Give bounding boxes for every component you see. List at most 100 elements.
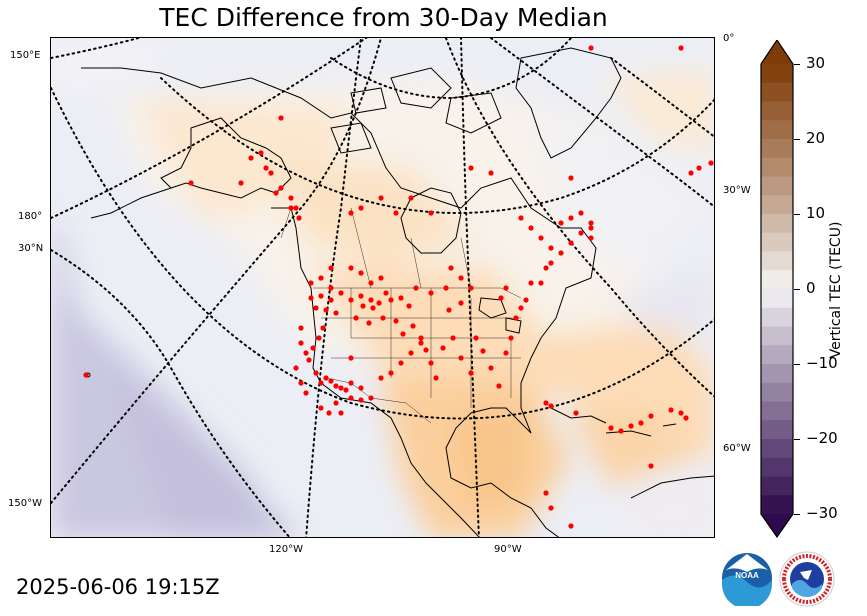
station-marker	[443, 285, 449, 291]
station-marker	[433, 375, 439, 381]
station-marker	[310, 345, 316, 351]
station-marker	[588, 225, 594, 231]
station-marker	[428, 360, 434, 366]
colorbar-band	[761, 307, 793, 327]
station-marker	[423, 347, 429, 353]
station-marker	[358, 397, 364, 403]
station-marker	[378, 195, 384, 201]
colorbar-outline	[760, 40, 794, 538]
station-marker	[498, 295, 504, 301]
timestamp: 2025-06-06 19:15Z	[16, 575, 220, 599]
tec-anomaly-field	[51, 38, 714, 537]
colorbar-band	[761, 157, 793, 177]
station-marker	[418, 340, 424, 346]
station-marker	[538, 235, 544, 241]
svg-text:NOAA: NOAA	[735, 571, 759, 580]
station-marker	[473, 335, 479, 341]
colorbar-band	[761, 364, 793, 384]
station-marker	[588, 45, 594, 51]
colorbar-tick-mark	[794, 139, 800, 140]
colorbar-band	[761, 420, 793, 440]
station-marker	[388, 370, 394, 376]
station-marker	[303, 350, 309, 356]
colorbar-band	[761, 476, 793, 496]
colorbar-band	[761, 401, 793, 421]
station-marker	[248, 155, 254, 161]
colorbar-band	[761, 345, 793, 365]
colorbar-band	[761, 120, 793, 140]
station-marker	[288, 195, 294, 201]
station-marker	[278, 185, 284, 191]
station-marker	[588, 235, 594, 241]
station-marker	[273, 190, 279, 196]
station-marker	[488, 365, 494, 371]
station-marker	[320, 325, 326, 331]
station-marker	[538, 280, 544, 286]
station-marker	[238, 180, 244, 186]
station-marker	[708, 160, 714, 166]
station-marker	[648, 463, 654, 469]
colorbar-band	[761, 457, 793, 477]
station-marker	[308, 295, 314, 301]
colorbar-band	[761, 139, 793, 159]
colorbar-extend-high	[761, 40, 793, 64]
station-marker	[326, 410, 332, 416]
borders	[280, 207, 522, 424]
station-marker	[298, 380, 304, 386]
colorbar-band	[761, 64, 793, 84]
station-marker	[428, 210, 434, 216]
station-marker	[678, 45, 684, 51]
colorbar-tick-label: 20	[806, 129, 826, 147]
station-marker	[323, 375, 329, 381]
station-marker	[348, 210, 354, 216]
station-marker	[428, 290, 434, 296]
colorbar-tick-mark	[794, 514, 800, 515]
colorbar-band	[761, 214, 793, 234]
station-marker	[328, 285, 334, 291]
station-marker	[323, 307, 329, 313]
station-marker	[458, 275, 464, 281]
colorbar-band	[761, 270, 793, 290]
station-marker	[318, 405, 324, 411]
station-marker	[348, 380, 354, 386]
station-marker	[528, 280, 534, 286]
grid-label-30w: 30°W	[723, 185, 751, 196]
station-marker	[468, 370, 474, 376]
station-marker	[298, 340, 304, 346]
station-marker	[568, 175, 574, 181]
colorbar-tick-label: −20	[806, 429, 838, 447]
station-marker	[406, 303, 412, 309]
station-marker	[458, 355, 464, 361]
station-marker	[333, 310, 339, 316]
station-marker	[410, 323, 416, 329]
station-marker	[348, 395, 354, 401]
colorbar-tick-label: 0	[806, 279, 816, 297]
station-marker	[413, 285, 419, 291]
station-marker	[328, 378, 334, 384]
station-marker	[328, 265, 334, 271]
station-marker	[358, 205, 364, 211]
station-marker	[358, 293, 364, 299]
station-marker	[578, 230, 584, 236]
station-marker	[388, 297, 394, 303]
tec-map[interactable]	[50, 37, 715, 538]
station-marker	[548, 505, 554, 511]
station-marker	[378, 275, 384, 281]
station-marker	[303, 390, 309, 396]
colorbar-bands	[761, 40, 793, 537]
station-marker	[468, 165, 474, 171]
colorbar-tick-label: −30	[806, 504, 838, 522]
station-marker	[353, 315, 359, 321]
grid-label-60w: 60°W	[723, 443, 751, 454]
station-marker	[348, 265, 354, 271]
noaa-logo: NOAA	[722, 553, 772, 606]
station-marker	[568, 215, 574, 221]
grid-label-30n: 30°N	[18, 243, 44, 254]
station-marker	[338, 410, 344, 416]
colorbar-band	[761, 439, 793, 459]
station-marker	[468, 285, 474, 291]
station-marker	[678, 410, 684, 416]
colorbar-title: Vertical TEC (TECU)	[828, 221, 844, 359]
station-marker	[548, 403, 554, 409]
station-marker	[618, 428, 624, 434]
